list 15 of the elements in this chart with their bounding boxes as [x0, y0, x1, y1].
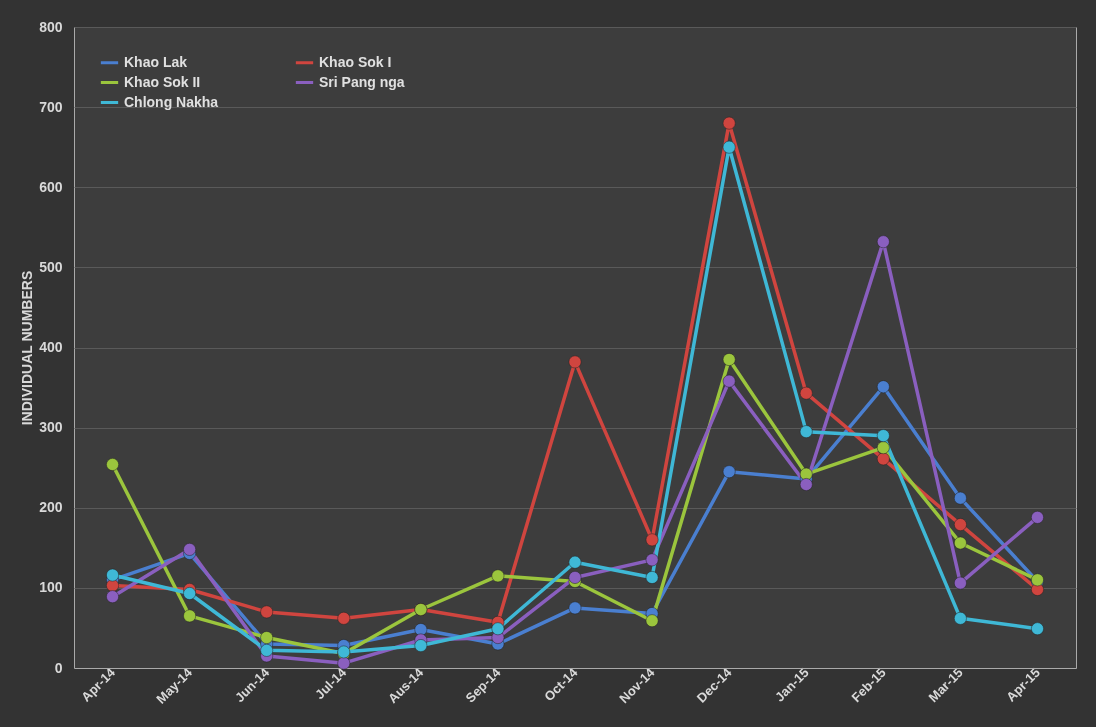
legend-label: Chlong Nakha: [124, 93, 219, 110]
legend-label: Khao Lak: [124, 53, 188, 70]
y-tick-label: 200: [39, 499, 63, 516]
legend-label: Khao Sok II: [124, 73, 201, 90]
y-tick-label: 700: [39, 98, 63, 115]
y-tick-label: 800: [39, 18, 63, 35]
y-axis-title: INDIVIDUAL NUMBERS: [19, 270, 36, 426]
y-tick-label: 400: [39, 339, 63, 355]
y-tick-label: 100: [39, 579, 63, 596]
legend-label: Khao Sok I: [319, 53, 392, 70]
y-tick-label: 600: [39, 178, 63, 195]
legend-label: Sri Pang nga: [319, 73, 405, 90]
y-tick-label: 0: [54, 659, 63, 676]
y-tick-label: 300: [39, 419, 63, 436]
y-tick-label: 500: [39, 258, 63, 275]
